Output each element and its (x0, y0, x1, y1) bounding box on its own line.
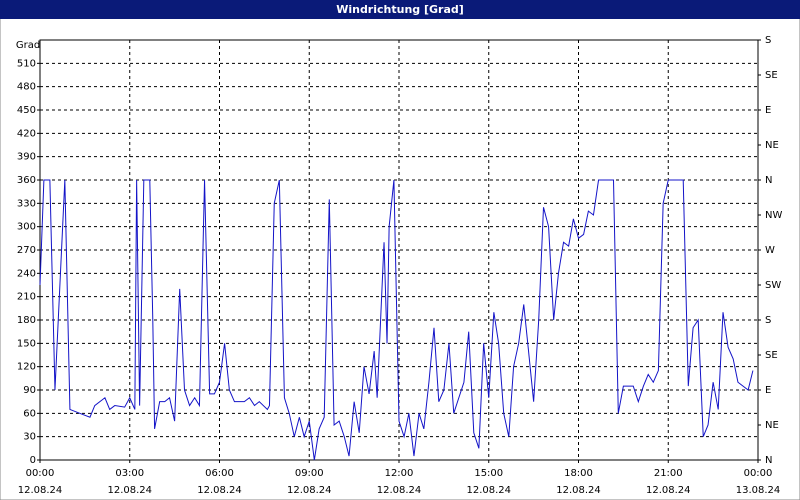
y2-tick-label: N (765, 455, 772, 466)
x-tick-date: 12.08.24 (377, 485, 422, 496)
y2-tick-label: NE (765, 420, 779, 431)
x-tick-label: 18:00 (564, 468, 593, 479)
y-tick-label: 210 (17, 292, 36, 303)
y-tick-label: 450 (17, 105, 36, 116)
x-tick-date: 12.08.24 (466, 485, 511, 496)
y-tick-label: 90 (23, 385, 36, 396)
y2-tick-label: SE (765, 350, 778, 361)
x-tick-date: 12.08.24 (197, 485, 242, 496)
y2-tick-label: S (765, 35, 771, 46)
x-tick-label: 00:00 (744, 468, 773, 479)
y2-tick-label: NW (765, 210, 782, 221)
y2-tick-label: SE (765, 70, 778, 81)
y-tick-label: 180 (17, 315, 36, 326)
title-bar (0, 0, 800, 19)
y-tick-label: 30 (23, 432, 36, 443)
x-tick-label: 15:00 (474, 468, 503, 479)
x-tick-date: 12.08.24 (646, 485, 691, 496)
y2-tick-label: SW (765, 280, 781, 291)
y-tick-label: 150 (17, 338, 36, 349)
data-line (39, 179, 754, 461)
x-tick-label: 06:00 (205, 468, 234, 479)
y-tick-label: 270 (17, 245, 36, 256)
x-tick-label: 12:00 (385, 468, 414, 479)
y-tick-label: 390 (17, 152, 36, 163)
y-tick-label: 300 (17, 222, 36, 233)
x-tick-label: 03:00 (115, 468, 144, 479)
y-tick-label: 330 (17, 198, 36, 209)
y-tick-label: 120 (17, 362, 36, 373)
y2-tick-label: S (765, 315, 771, 326)
x-tick-label: 21:00 (654, 468, 683, 479)
x-tick-date: 12.08.24 (287, 485, 332, 496)
chart-title: Windrichtung [Grad] (336, 3, 464, 16)
x-tick-date: 12.08.24 (556, 485, 601, 496)
y-tick-label: 360 (17, 175, 36, 186)
y-axis-label: Grad (16, 40, 40, 51)
x-tick-label: 09:00 (295, 468, 324, 479)
y-tick-label: 420 (17, 128, 36, 139)
y-tick-label: 60 (23, 408, 36, 419)
y2-tick-label: N (765, 175, 772, 186)
y2-tick-label: E (765, 105, 771, 116)
x-tick-date: 13.08.24 (736, 485, 781, 496)
x-tick-date: 12.08.24 (18, 485, 63, 496)
y-tick-label: 240 (17, 268, 36, 279)
y-tick-label: 480 (17, 82, 36, 93)
y-tick-label: 510 (17, 58, 36, 69)
y2-tick-label: W (765, 245, 775, 256)
y2-tick-label: NE (765, 140, 779, 151)
x-tick-date: 12.08.24 (107, 485, 152, 496)
y-tick-label: 0 (30, 455, 36, 466)
y2-tick-label: E (765, 385, 771, 396)
x-tick-label: 00:00 (26, 468, 55, 479)
